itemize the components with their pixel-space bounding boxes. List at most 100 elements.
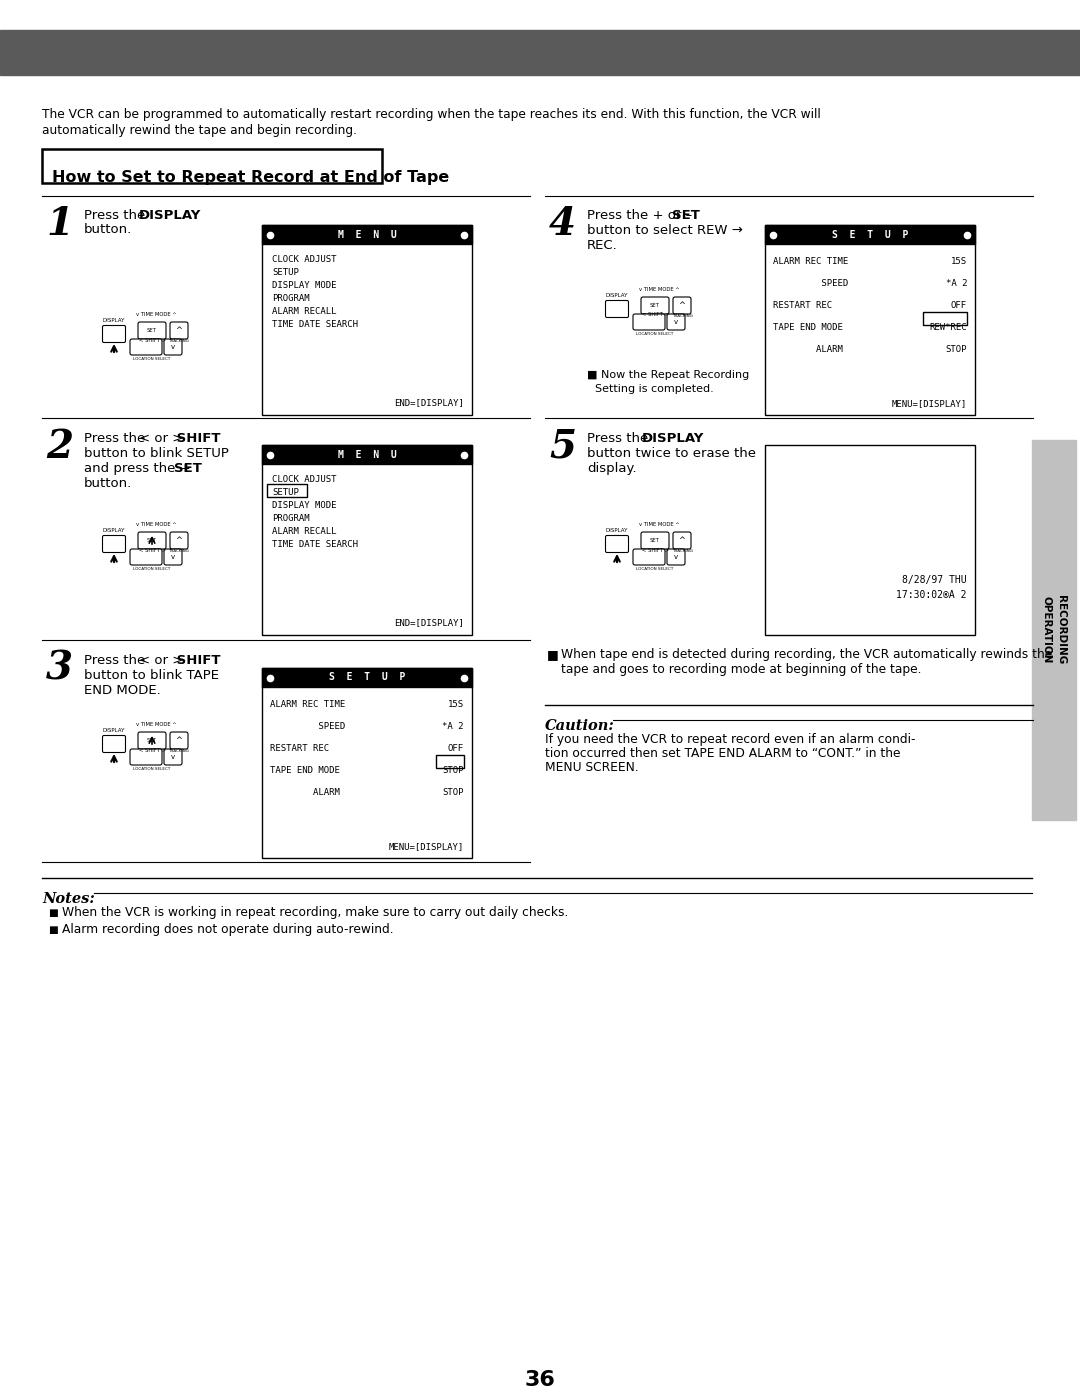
FancyBboxPatch shape — [606, 300, 629, 317]
FancyBboxPatch shape — [170, 532, 188, 549]
Text: 15S: 15S — [950, 257, 967, 265]
Text: 15S: 15S — [448, 700, 464, 710]
Text: DISPLAY: DISPLAY — [606, 293, 629, 298]
Text: ^: ^ — [678, 300, 686, 310]
Text: SHIFT: SHIFT — [172, 654, 220, 666]
Text: < SHIFT >: < SHIFT > — [138, 338, 165, 342]
Text: ^: ^ — [175, 536, 183, 545]
Text: MENU=[DISPLAY]: MENU=[DISPLAY] — [389, 842, 464, 851]
Text: STOP: STOP — [443, 788, 464, 798]
Text: LOCATION SELECT: LOCATION SELECT — [636, 332, 674, 337]
FancyBboxPatch shape — [633, 549, 665, 564]
Text: < SHIFT >: < SHIFT > — [138, 747, 165, 753]
Text: and press the +: and press the + — [84, 462, 191, 475]
Text: Notes:: Notes: — [42, 893, 95, 907]
Text: button to blink SETUP: button to blink SETUP — [84, 447, 229, 460]
Text: The VCR can be programmed to automatically restart recording when the tape reach: The VCR can be programmed to automatical… — [42, 108, 821, 122]
Text: How to Set to Repeat Record at End of Tape: How to Set to Repeat Record at End of Ta… — [52, 170, 449, 184]
Text: button.: button. — [84, 224, 132, 236]
Text: OFF: OFF — [448, 745, 464, 753]
Text: RECORDING
OPERATION: RECORDING OPERATION — [1042, 595, 1066, 665]
Text: v TIME MODE ^: v TIME MODE ^ — [638, 286, 679, 292]
Text: ■ Now the Repeat Recording: ■ Now the Repeat Recording — [588, 370, 750, 380]
Text: SET: SET — [650, 538, 660, 543]
Text: TRACKING: TRACKING — [168, 749, 189, 753]
Text: ■: ■ — [48, 908, 57, 918]
Text: M  E  N  U: M E N U — [338, 450, 396, 460]
Text: Setting is completed.: Setting is completed. — [595, 384, 714, 394]
FancyBboxPatch shape — [667, 314, 685, 330]
FancyBboxPatch shape — [667, 549, 685, 564]
Text: END=[DISPLAY]: END=[DISPLAY] — [394, 398, 464, 407]
Text: LOCATION SELECT: LOCATION SELECT — [133, 567, 171, 571]
Text: TRACKING: TRACKING — [672, 549, 692, 553]
FancyBboxPatch shape — [138, 321, 166, 339]
Text: v: v — [171, 344, 175, 351]
Text: 3: 3 — [46, 650, 73, 687]
Text: < or >: < or > — [139, 654, 184, 666]
Text: v: v — [171, 555, 175, 560]
FancyBboxPatch shape — [130, 339, 162, 355]
Text: CLOCK ADJUST: CLOCK ADJUST — [272, 475, 337, 483]
Text: 17:30:02®A 2: 17:30:02®A 2 — [896, 590, 967, 599]
Text: ^: ^ — [175, 736, 183, 745]
Text: button to blink TAPE: button to blink TAPE — [84, 669, 219, 682]
Text: DISPLAY MODE: DISPLAY MODE — [272, 281, 337, 291]
Text: TAPE END MODE: TAPE END MODE — [270, 766, 340, 775]
Text: TRACKING: TRACKING — [672, 314, 692, 319]
Text: v: v — [171, 754, 175, 760]
Bar — [1032, 440, 1076, 820]
Text: display.: display. — [588, 462, 636, 475]
Text: DISPLAY: DISPLAY — [103, 528, 125, 534]
Text: button to select REW →: button to select REW → — [588, 224, 743, 237]
Text: DISPLAY: DISPLAY — [606, 528, 629, 534]
FancyBboxPatch shape — [170, 321, 188, 339]
Text: ALARM: ALARM — [270, 788, 340, 798]
Text: button twice to erase the: button twice to erase the — [588, 447, 756, 460]
FancyBboxPatch shape — [642, 298, 669, 314]
Text: ALARM REC TIME: ALARM REC TIME — [773, 257, 848, 265]
Text: ALARM REC TIME: ALARM REC TIME — [270, 700, 346, 710]
FancyBboxPatch shape — [138, 532, 166, 549]
Text: *A 2: *A 2 — [945, 279, 967, 288]
Bar — [42, 149, 382, 183]
FancyBboxPatch shape — [673, 298, 691, 314]
Text: < SHIFT >: < SHIFT > — [138, 548, 165, 552]
Text: ^: ^ — [175, 326, 183, 335]
Text: SET: SET — [672, 210, 700, 222]
Bar — [262, 225, 472, 244]
Text: DISPLAY MODE: DISPLAY MODE — [272, 502, 337, 510]
Text: DISPLAY: DISPLAY — [103, 319, 125, 323]
Text: SET: SET — [147, 738, 157, 743]
Bar — [262, 446, 472, 636]
Bar — [0, 29, 1080, 75]
Text: When tape end is detected during recording, the VCR automatically rewinds the ta: When tape end is detected during recordi… — [561, 648, 1052, 676]
Text: < SHIFT >: < SHIFT > — [642, 548, 669, 552]
Bar — [765, 225, 975, 244]
Text: END=[DISPLAY]: END=[DISPLAY] — [394, 617, 464, 627]
Text: ALARM: ALARM — [773, 345, 842, 353]
Text: ALARM RECALL: ALARM RECALL — [272, 307, 337, 316]
Text: TRACKING: TRACKING — [168, 339, 189, 344]
Text: TIME DATE SEARCH: TIME DATE SEARCH — [272, 541, 357, 549]
Text: 4: 4 — [549, 205, 576, 243]
FancyBboxPatch shape — [164, 549, 183, 564]
Text: DISPLAY: DISPLAY — [139, 210, 201, 222]
Text: TIME DATE SEARCH: TIME DATE SEARCH — [272, 320, 357, 330]
FancyBboxPatch shape — [130, 549, 162, 564]
Text: v TIME MODE ^: v TIME MODE ^ — [136, 312, 176, 317]
Text: S  E  T  U  P: S E T U P — [832, 229, 908, 239]
Text: Caution:: Caution: — [545, 719, 615, 733]
Bar — [765, 446, 975, 636]
Text: DISPLAY: DISPLAY — [103, 728, 125, 733]
Text: DISPLAY: DISPLAY — [642, 432, 704, 446]
Text: REW*REC: REW*REC — [930, 323, 967, 332]
Text: ■: ■ — [48, 925, 57, 935]
Text: OFF: OFF — [950, 300, 967, 310]
Text: STOP: STOP — [443, 766, 464, 775]
Text: SETUP: SETUP — [272, 268, 299, 277]
Text: Press the + or –: Press the + or – — [588, 210, 692, 222]
Text: 36: 36 — [525, 1370, 555, 1390]
Text: TAPE END MODE: TAPE END MODE — [773, 323, 842, 332]
Bar — [922, 312, 967, 326]
